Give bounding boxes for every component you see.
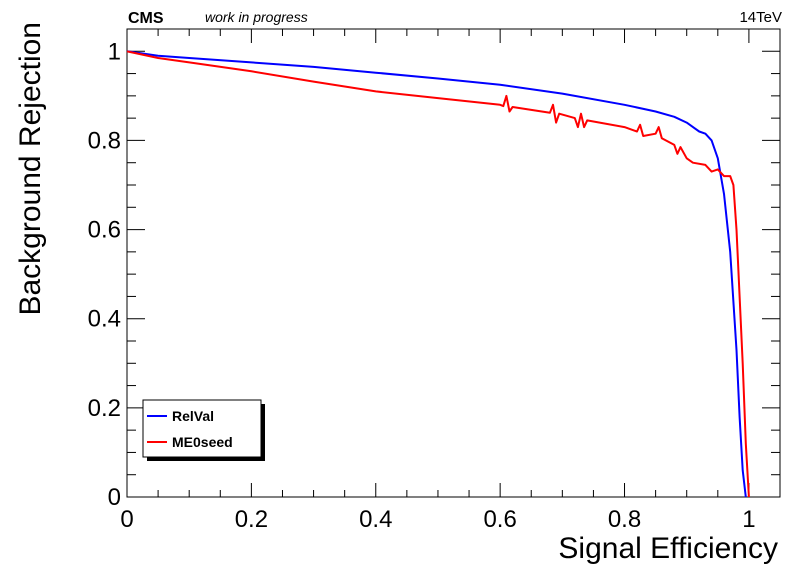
x-axis-title: Signal Efficiency	[558, 532, 778, 565]
x-tick-label: 0.6	[483, 506, 516, 533]
legend-box	[142, 399, 262, 458]
legend-label-relval: RelVal	[172, 408, 214, 424]
y-axis-title: Background Rejection	[14, 22, 47, 316]
legend: RelVal ME0seed	[142, 399, 265, 461]
legend-label-me0seed: ME0seed	[172, 434, 233, 450]
y-tick-label: 0.8	[88, 127, 121, 154]
x-tick-label: 0.8	[608, 506, 641, 533]
x-tick-label: 0.2	[235, 506, 268, 533]
cms-label: CMS	[128, 10, 164, 27]
y-tick-label: 0.6	[88, 217, 121, 244]
series-line-me0seed	[126, 50, 750, 498]
y-tick-label: 1	[108, 38, 121, 65]
y-tick-label: 0	[108, 484, 121, 511]
x-tick-label: 0	[120, 506, 133, 533]
x-tick-label: 1	[742, 506, 755, 533]
series-line-relval	[126, 50, 747, 498]
plot-frame	[126, 28, 781, 498]
plot-area-border	[126, 28, 781, 498]
y-tick-label: 0.2	[88, 395, 121, 422]
energy-label: 14TeV	[739, 9, 782, 26]
axis-ticks	[126, 28, 781, 498]
axis-tick-labels: 0 0.2 0.4 0.6 0.8 1 0 0.2 0.4 0.6 0.8 1	[88, 38, 756, 533]
status-label: work in progress	[205, 9, 308, 25]
series-lines	[126, 50, 750, 498]
y-tick-label: 0.4	[88, 306, 121, 333]
x-tick-label: 0.4	[359, 506, 392, 533]
